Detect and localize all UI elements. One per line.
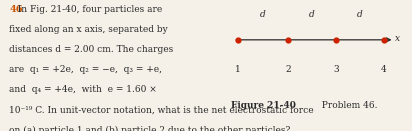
Text: 3: 3 <box>333 66 339 75</box>
Text: d: d <box>309 10 315 19</box>
Text: 1: 1 <box>235 66 241 75</box>
Text: fixed along an x axis, separated by: fixed along an x axis, separated by <box>9 25 168 34</box>
Text: 10⁻¹⁹ C. In unit-vector notation, what is the net electrostatic force: 10⁻¹⁹ C. In unit-vector notation, what i… <box>9 106 314 114</box>
Text: are  q₁ = +2e,  q₂ = −e,  q₃ = +e,: are q₁ = +2e, q₂ = −e, q₃ = +e, <box>9 65 162 74</box>
Text: x: x <box>396 34 400 43</box>
Text: and  q₄ = +4e,  with  e = 1.60 ×: and q₄ = +4e, with e = 1.60 × <box>9 85 157 94</box>
Text: 2: 2 <box>285 66 291 75</box>
Text: d: d <box>260 10 266 19</box>
Text: 4: 4 <box>381 66 387 75</box>
Text: In Fig. 21-40, four particles are: In Fig. 21-40, four particles are <box>9 5 163 14</box>
Text: distances d = 2.00 cm. The charges: distances d = 2.00 cm. The charges <box>9 45 174 54</box>
Text: Figure 21-40: Figure 21-40 <box>232 101 296 110</box>
Text: Problem 46.: Problem 46. <box>316 101 377 110</box>
Text: on (a) particle 1 and (b) particle 2 due to the other particles?: on (a) particle 1 and (b) particle 2 due… <box>9 126 291 131</box>
Text: d: d <box>357 10 363 19</box>
Text: 46: 46 <box>9 5 23 14</box>
